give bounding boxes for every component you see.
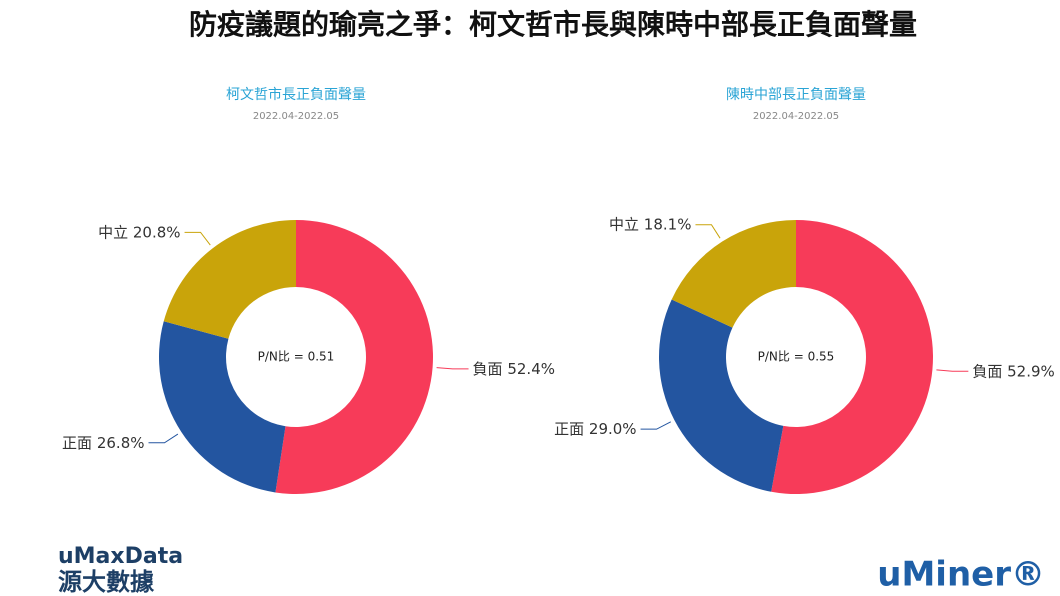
leader-line: [936, 369, 969, 372]
leader-line: [436, 367, 469, 370]
chart-subtitle: 2022.04-2022.05: [753, 111, 839, 122]
donut-segment: [163, 220, 296, 339]
main-title: 防疫議題的瑜亮之爭：柯文哲市長與陳時中部長正負面聲量: [189, 8, 917, 41]
center-label: P/N比 = 0.51: [258, 350, 335, 364]
category-label: 負面: [972, 362, 1002, 380]
chart-title: 柯文哲市長正負面聲量: [226, 86, 366, 103]
chart-subtitle: 2022.04-2022.05: [253, 111, 339, 122]
data-label: 正面 29.0%: [554, 420, 636, 438]
logo-text: uMiner®: [877, 555, 1045, 595]
leader-line: [640, 421, 672, 430]
donut-segment: [671, 220, 796, 328]
value-label: 52.4%: [507, 359, 555, 377]
donut-segment: [159, 321, 286, 493]
data-label: 正面 26.8%: [62, 433, 144, 451]
donut-segment: [659, 299, 784, 492]
category-label: 負面: [473, 359, 503, 377]
logo-text: uMaxData: [58, 544, 183, 569]
category-label: 中立: [609, 215, 639, 233]
leader-line: [695, 224, 721, 239]
category-label: 正面: [554, 420, 584, 438]
donut-segment: [275, 220, 434, 495]
data-label: 中立 18.1%: [609, 215, 691, 233]
center-label: P/N比 = 0.55: [758, 350, 835, 364]
leader-line: [184, 231, 211, 246]
value-label: 20.8%: [133, 223, 181, 241]
value-label: 52.9%: [1007, 362, 1055, 380]
category-label: 正面: [62, 433, 92, 451]
donut-segment: [771, 220, 933, 494]
chart-title: 陳時中部長正負面聲量: [726, 86, 866, 103]
value-label: 18.1%: [644, 215, 692, 233]
data-label: 負面 52.9%: [972, 362, 1054, 380]
leader-line: [148, 433, 179, 444]
value-label: 26.8%: [97, 433, 145, 451]
data-label: 負面 52.4%: [473, 359, 555, 377]
logo-text: 源大數據: [58, 568, 155, 596]
category-label: 中立: [98, 223, 128, 241]
data-label: 中立 20.8%: [98, 223, 180, 241]
value-label: 29.0%: [589, 420, 637, 438]
